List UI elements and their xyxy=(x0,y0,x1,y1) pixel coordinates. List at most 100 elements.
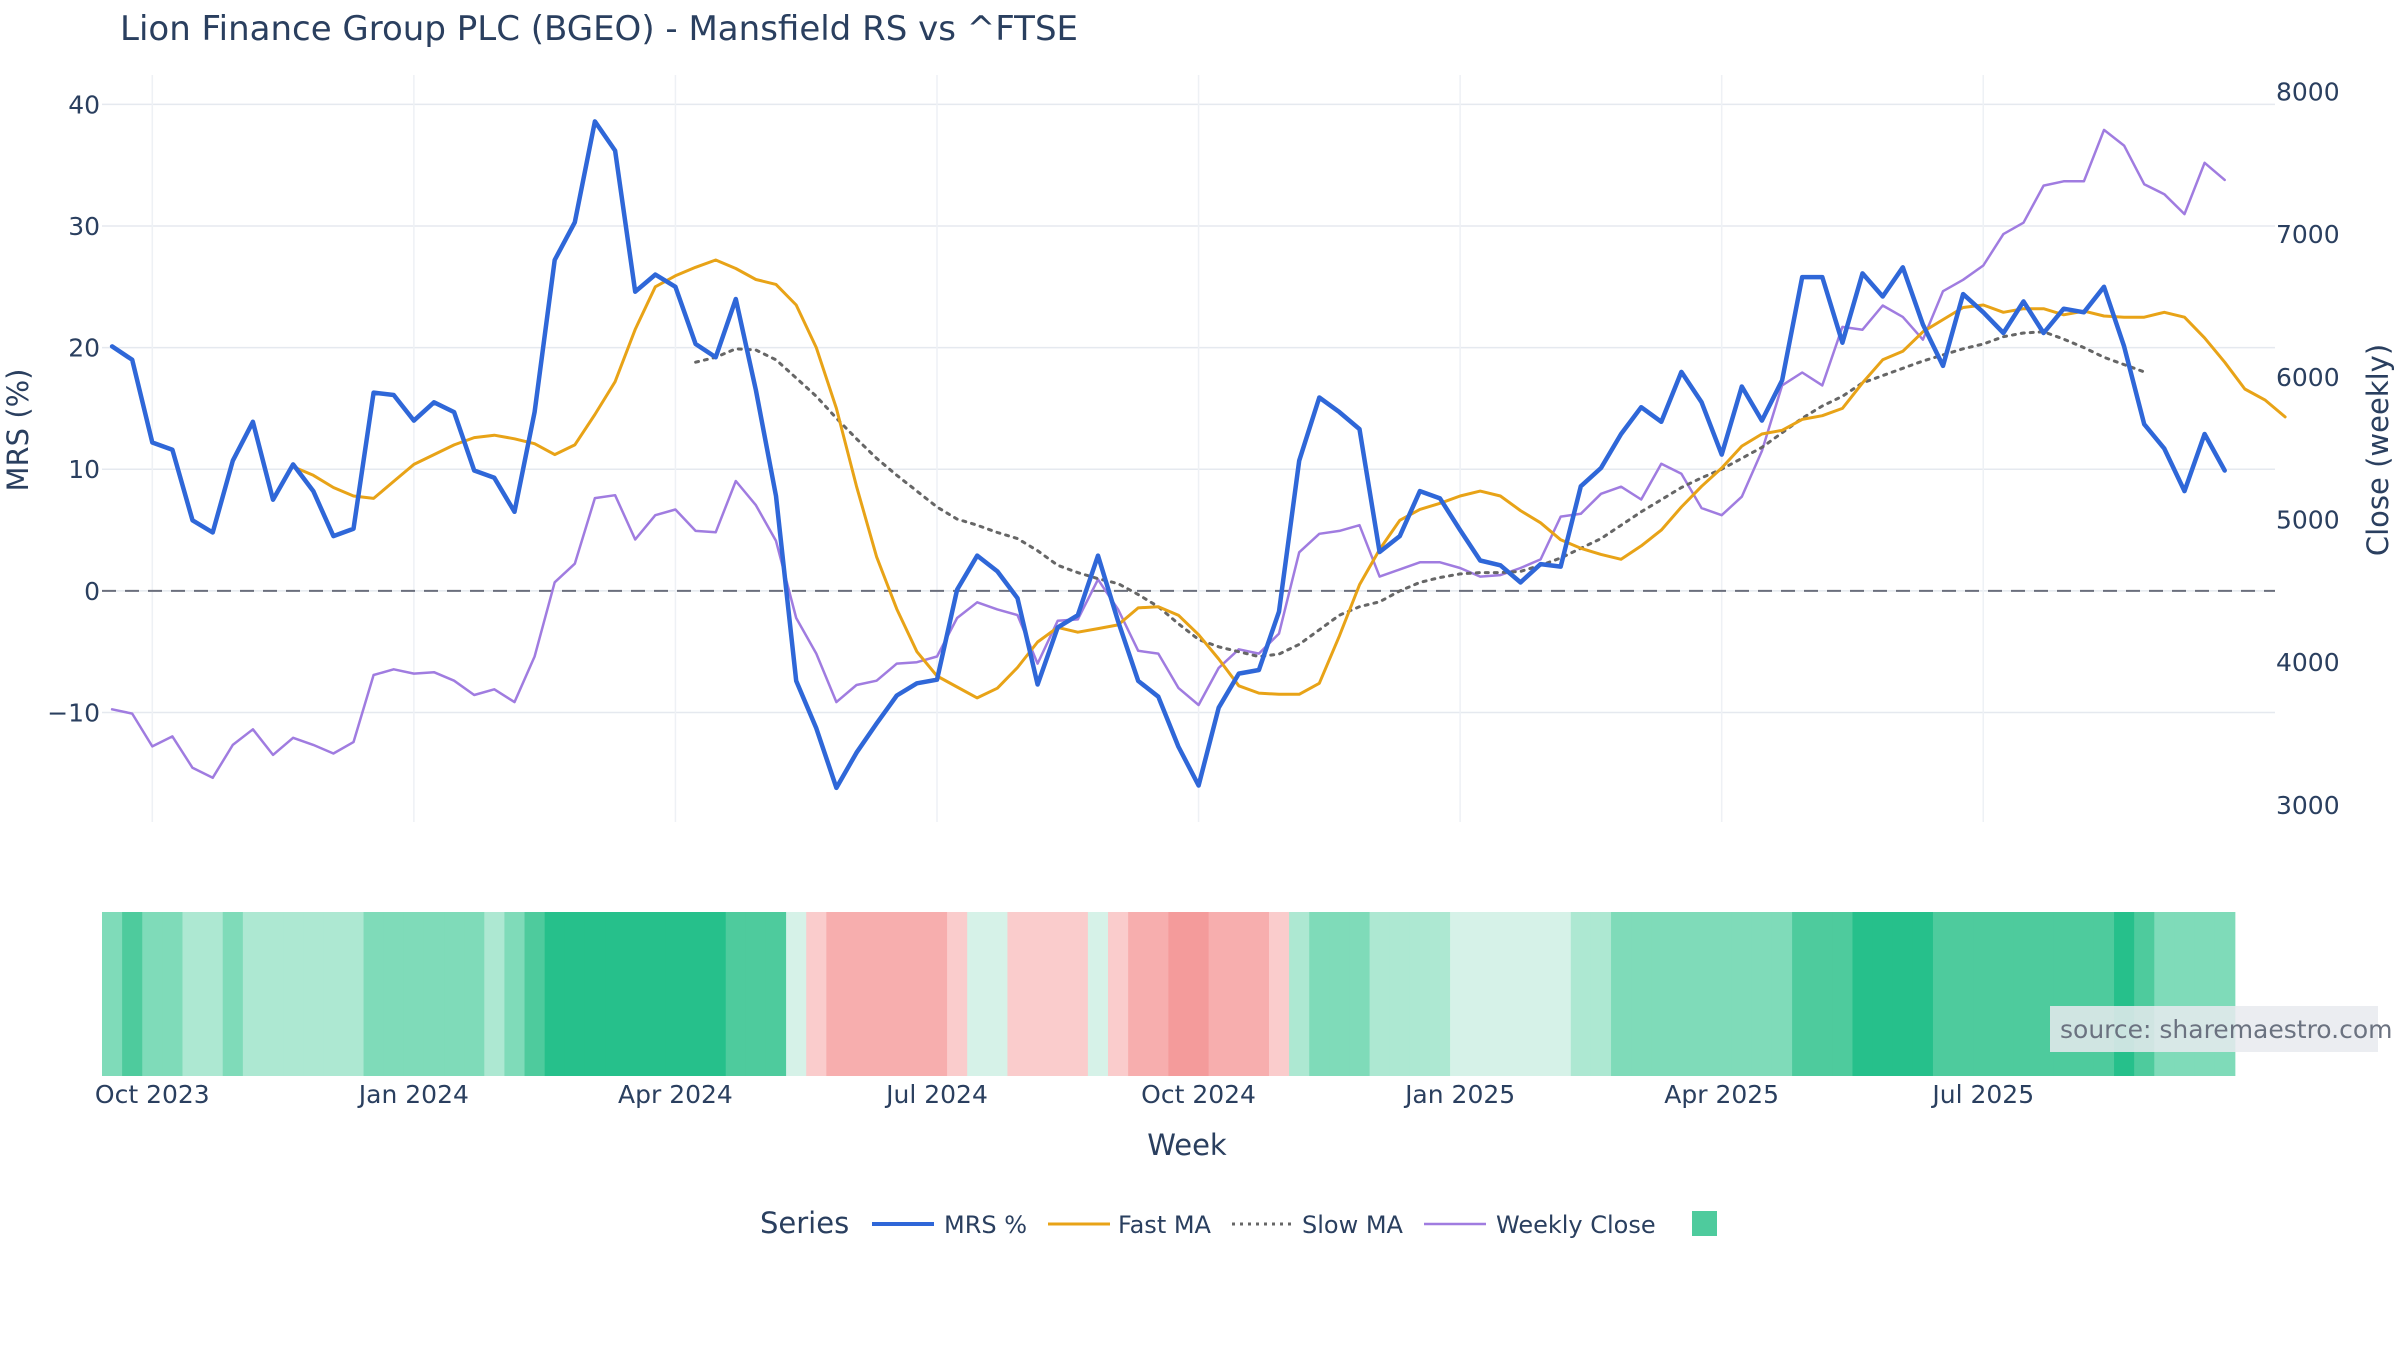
heatmap-cell xyxy=(162,912,184,1076)
heatmap-cell xyxy=(886,912,908,1076)
heatmap-cell xyxy=(403,912,425,1076)
heatmap-cell xyxy=(1731,912,1753,1076)
heatmap-cell xyxy=(544,912,566,1076)
heatmap-cell xyxy=(1912,912,1934,1076)
heatmap-cell xyxy=(1671,912,1693,1076)
x-axis-ticks: Oct 2023 Jan 2024 Apr 2024 Jul 2024 Oct 2024… xyxy=(95,1080,2034,1109)
heatmap-cell xyxy=(1932,912,1954,1076)
x-tick-label: Jan 2025 xyxy=(1403,1080,1515,1109)
heatmap-cell xyxy=(1550,912,1572,1076)
series-line-mrs xyxy=(109,119,2227,791)
heatmap-cell xyxy=(745,912,767,1076)
heatmap-cell xyxy=(947,912,968,1076)
heatmap-cell xyxy=(826,912,848,1076)
legend-swatch-heatmap xyxy=(1692,1211,1717,1236)
heatmap-cell xyxy=(605,912,626,1076)
legend-label-close: Weekly Close xyxy=(1496,1211,1656,1239)
heatmap-cell xyxy=(786,912,807,1076)
heatmap-cell xyxy=(1993,912,2015,1076)
heatmap-cell xyxy=(1268,912,1290,1076)
heatmap-cell xyxy=(262,912,284,1076)
heatmap-cell xyxy=(1188,912,1210,1076)
heatmap-cell xyxy=(645,912,666,1076)
heatmap-cell xyxy=(1711,912,1733,1076)
heatmap-cell xyxy=(343,912,365,1076)
heatmap-cell xyxy=(705,912,727,1076)
x-tick-label: Apr 2024 xyxy=(618,1080,733,1109)
heatmap-cell xyxy=(444,912,465,1076)
heatmap-cell xyxy=(967,912,988,1076)
heatmap-cell xyxy=(1108,912,1129,1076)
heatmap-cell xyxy=(906,912,928,1076)
heatmap-cell xyxy=(1530,912,1552,1076)
heatmap-cell xyxy=(1872,912,1894,1076)
y2-tick-label: 3000 xyxy=(2276,791,2340,820)
y2-tick-label: 5000 xyxy=(2276,505,2340,534)
heatmap-cell xyxy=(1953,912,1974,1076)
heatmap-cell xyxy=(504,912,526,1076)
heatmap-cell xyxy=(1812,912,1833,1076)
x-axis-title: Week xyxy=(1147,1128,1227,1162)
y2-tick-label: 8000 xyxy=(2276,77,2340,106)
heatmap-cell xyxy=(283,912,304,1076)
heatmap-cell xyxy=(765,912,787,1076)
heatmap-cell xyxy=(1027,912,1049,1076)
heatmap-cell xyxy=(1429,912,1451,1076)
heatmap-cell xyxy=(685,912,707,1076)
heatmap-cell xyxy=(1490,912,1512,1076)
y2-tick-label: 6000 xyxy=(2276,363,2340,392)
y-axis-left-ticks: −10 0 10 20 30 40 xyxy=(47,90,100,727)
heatmap-cell xyxy=(987,912,1009,1076)
legend-label-slow: Slow MA xyxy=(1302,1211,1404,1239)
x-tick-label: Apr 2025 xyxy=(1664,1080,1779,1109)
heatmap-cell xyxy=(1409,912,1431,1076)
y-tick-label: −10 xyxy=(47,699,100,728)
heatmap-cell xyxy=(142,912,163,1076)
heatmap-cell xyxy=(1369,912,1391,1076)
heatmap-cell xyxy=(725,912,747,1076)
y-tick-label: 30 xyxy=(68,212,100,241)
y-axis-right-ticks: 3000 4000 5000 6000 7000 8000 xyxy=(2276,77,2340,819)
watermark: source: sharemaestro.com xyxy=(2060,1015,2393,1044)
heatmap-cell xyxy=(1892,912,1914,1076)
heatmap-cell xyxy=(1852,912,1874,1076)
heatmap-cell xyxy=(665,912,687,1076)
x-tick-label: Oct 2023 xyxy=(95,1080,210,1109)
y-axis-left-title: MRS (%) xyxy=(1,369,35,492)
y-tick-label: 40 xyxy=(68,90,100,119)
heatmap-cell xyxy=(484,912,506,1076)
heatmap-cell xyxy=(806,912,827,1076)
heatmap-cell xyxy=(1228,912,1250,1076)
series-line-slow-ma xyxy=(694,330,2146,659)
heatmap-cell xyxy=(1007,912,1029,1076)
heatmap-cell xyxy=(1631,912,1652,1076)
heatmap-cell xyxy=(323,912,345,1076)
heatmap-cell xyxy=(122,912,143,1076)
heatmap-cell xyxy=(866,912,888,1076)
heatmap-cell xyxy=(102,912,123,1076)
heatmap-cell xyxy=(1611,912,1632,1076)
heatmap-cell xyxy=(383,912,405,1076)
legend-title: Series xyxy=(760,1206,849,1240)
heatmap-cell xyxy=(1450,912,1471,1076)
heatmap-cell xyxy=(1590,912,1612,1076)
heatmap-cell xyxy=(423,912,445,1076)
heatmap-cell xyxy=(564,912,586,1076)
heatmap-cell xyxy=(464,912,485,1076)
y-tick-label: 20 xyxy=(68,334,100,363)
heatmap-cell xyxy=(182,912,204,1076)
y2-tick-label: 7000 xyxy=(2276,220,2340,249)
heatmap-cell xyxy=(1751,912,1773,1076)
heatmap-cell xyxy=(1047,912,1069,1076)
y2-tick-label: 4000 xyxy=(2276,648,2340,677)
heatmap-cell xyxy=(1349,912,1371,1076)
heatmap-cell xyxy=(1087,912,1109,1076)
heatmap-cell xyxy=(1832,912,1854,1076)
heatmap-cell xyxy=(1208,912,1230,1076)
heatmap-cell xyxy=(584,912,606,1076)
heatmap-cell xyxy=(1128,912,1149,1076)
chart-title: Lion Finance Group PLC (BGEO) - Mansfiel… xyxy=(120,9,1078,49)
heatmap-cell xyxy=(2013,912,2035,1076)
watermark-box xyxy=(2050,1006,2378,1052)
